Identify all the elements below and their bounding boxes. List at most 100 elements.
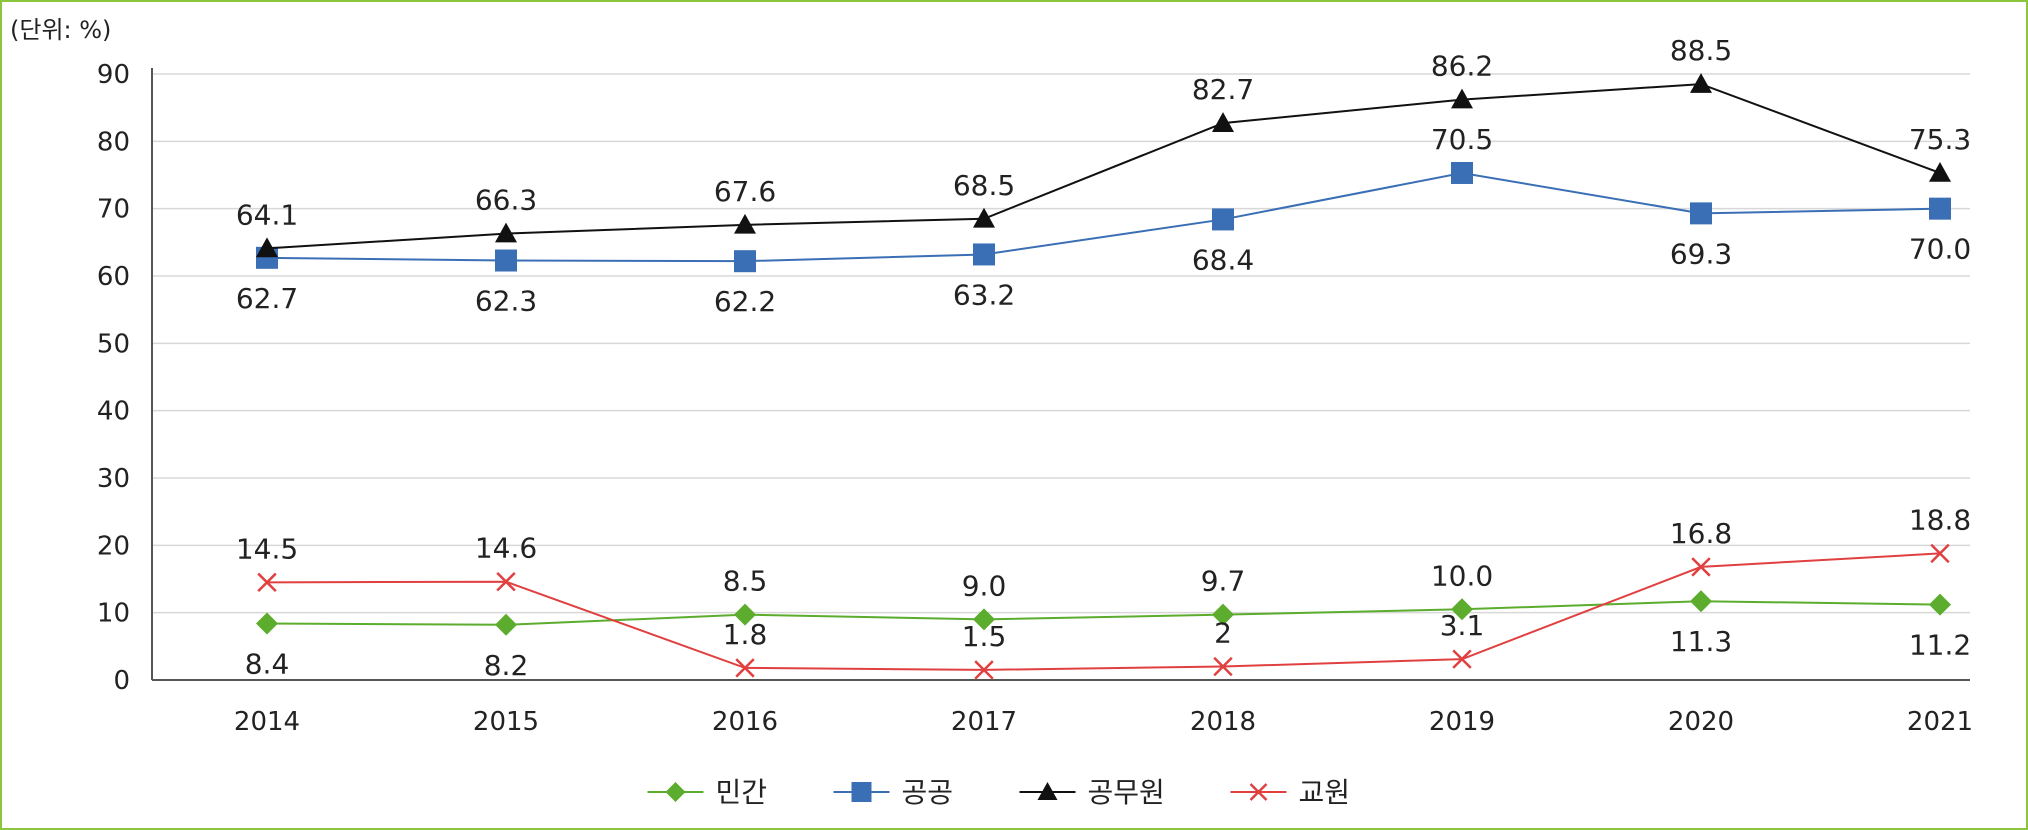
axes <box>151 68 1970 681</box>
legend-label: 교원 <box>1299 776 1351 809</box>
series-diamond-data-label: 8.4 <box>245 647 290 680</box>
series-diamond-point <box>1451 598 1473 621</box>
legend-marker <box>851 782 872 802</box>
series-square-data-label: 62.2 <box>714 285 776 318</box>
y-tick-label: 30 <box>97 464 130 494</box>
series-diamond-point <box>734 603 756 626</box>
y-tick-label: 0 <box>113 666 130 696</box>
grid-lines <box>152 73 1970 614</box>
series-square-line <box>266 171 1941 263</box>
series-triangle-point <box>1212 112 1234 132</box>
series-square-point <box>1690 202 1712 225</box>
series-square-point <box>1212 208 1234 231</box>
series-triangle-line <box>266 83 1941 250</box>
series-diamond-data-label: 11.2 <box>1909 629 1971 662</box>
series-x-point <box>735 658 755 678</box>
series-triangle-data-label: 68.5 <box>953 169 1015 202</box>
series-x-data-label: 14.6 <box>475 532 537 565</box>
legend-marker <box>1249 783 1268 801</box>
series-x-data-label: 1.5 <box>962 620 1007 653</box>
series-diamond-point <box>256 612 278 635</box>
y-tick-label: 60 <box>97 262 130 292</box>
legend-item-x: 교원 <box>1230 776 1351 809</box>
series-triangle-data-label: 88.5 <box>1670 34 1732 67</box>
series-x-point <box>496 572 516 592</box>
series-triangle-data-label: 64.1 <box>236 198 298 231</box>
series-diamond-data-label: 9.0 <box>962 569 1007 602</box>
series-diamond-point <box>1929 593 1951 616</box>
series-square-point <box>1451 161 1473 184</box>
series-square-data-label: 70.5 <box>1431 123 1493 156</box>
series-diamond-point <box>1690 590 1712 613</box>
legend-marker <box>665 782 686 802</box>
series-x-point <box>974 660 994 680</box>
series-triangle-point <box>734 213 756 234</box>
series-x-line <box>266 552 1941 671</box>
data-labels: 8.4 8.2 8.5 9.0 9.7 10.0 11.3 11.2 62.7 62.3 62.2 6… <box>236 34 1971 682</box>
y-tick-label: 40 <box>97 397 130 427</box>
series-x-data-label: 14.5 <box>236 532 298 565</box>
series-square-data-label: 70.0 <box>1909 233 1971 266</box>
y-tick-label: 20 <box>97 531 130 561</box>
series-x-point <box>1930 543 1950 564</box>
series-x-data-label: 3.1 <box>1440 609 1485 642</box>
series-triangle-data-label: 86.2 <box>1431 50 1493 83</box>
x-tick-label: 2017 <box>951 707 1017 737</box>
series-square-point <box>495 249 517 272</box>
y-axis-ticks: 0 10 20 30 40 50 60 70 80 90 <box>97 60 130 696</box>
series-x-point <box>1213 656 1233 677</box>
y-tick-label: 90 <box>97 60 130 90</box>
series-diamond-data-label: 8.5 <box>723 565 768 598</box>
legend-label: 공공 <box>902 776 954 809</box>
legend-item-triangle: 공무원 <box>1019 776 1165 809</box>
legend-item-square: 공공 <box>833 776 954 809</box>
series-square-data-label: 63.2 <box>953 278 1015 311</box>
series-x-data-label: 2 <box>1214 617 1232 650</box>
series-triangle-point <box>1690 73 1712 93</box>
y-tick-label: 50 <box>97 329 130 359</box>
x-tick-label: 2021 <box>1907 707 1973 737</box>
series-diamond-point <box>973 608 995 631</box>
series-square-point <box>734 250 756 273</box>
legend-label: 민간 <box>716 776 768 809</box>
x-tick-label: 2020 <box>1668 707 1734 737</box>
series-triangle-point <box>256 237 278 258</box>
series-triangle-point <box>1451 88 1473 109</box>
series-x-point <box>257 572 277 593</box>
series-square-point <box>973 243 995 266</box>
x-axis-ticks: 2014 2015 2016 2017 2018 2019 2020 2021 <box>234 707 1973 737</box>
y-tick-label: 10 <box>97 599 130 629</box>
series-triangle-data-label: 75.3 <box>1909 123 1971 156</box>
x-tick-label: 2016 <box>712 707 778 737</box>
legend-label: 공무원 <box>1088 776 1165 809</box>
x-tick-label: 2014 <box>234 707 300 737</box>
series-diamond-data-label: 10.0 <box>1431 559 1493 592</box>
legend-item-diamond: 민간 <box>647 776 768 809</box>
series-diamond-data-label: 11.3 <box>1670 625 1732 658</box>
x-tick-label: 2018 <box>1190 707 1256 737</box>
series-square-data-label: 62.7 <box>236 282 298 315</box>
series-diamond-data-label: 8.2 <box>484 649 529 682</box>
x-tick-label: 2019 <box>1429 707 1495 737</box>
series-x-point <box>1691 557 1711 577</box>
series-triangle-data-label: 67.6 <box>714 175 776 208</box>
series-square-data-label: 62.3 <box>475 285 537 318</box>
series-x-data-label: 1.8 <box>723 618 768 651</box>
legend-marker <box>1037 782 1058 800</box>
unit-label: (단위: %) <box>10 16 111 44</box>
series-triangle-data-label: 82.7 <box>1192 73 1254 106</box>
series-triangle-point <box>973 207 995 228</box>
series-x-point <box>1452 649 1472 669</box>
series-diamond-data-label: 9.7 <box>1201 565 1246 598</box>
y-tick-label: 80 <box>97 127 130 157</box>
x-tick-label: 2015 <box>473 707 539 737</box>
series-x-data-label: 16.8 <box>1670 517 1732 550</box>
series-diamond-point <box>495 613 517 636</box>
series-square-data-label: 69.3 <box>1670 237 1732 270</box>
series-x-data-label: 18.8 <box>1909 503 1971 536</box>
series-layer <box>256 73 1951 680</box>
series-square-data-label: 68.4 <box>1192 243 1254 276</box>
series-triangle-data-label: 66.3 <box>475 184 537 217</box>
series-diamond-line <box>266 600 1941 626</box>
